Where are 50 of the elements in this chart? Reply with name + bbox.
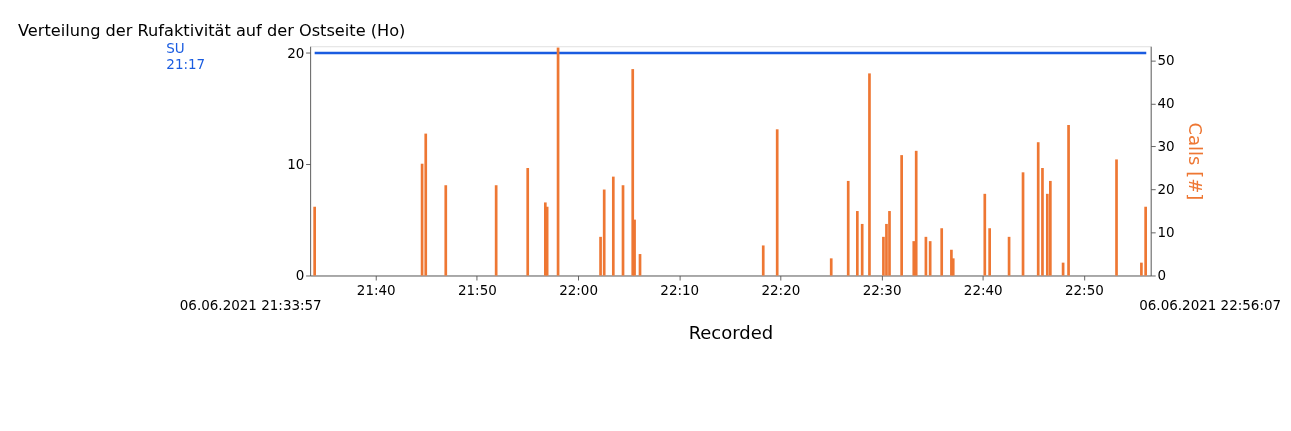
bar (860, 223, 864, 276)
bar (424, 133, 428, 276)
text: 06.06.2021 21:33:57 (179, 296, 322, 313)
bar (829, 258, 833, 276)
bar (1144, 206, 1147, 276)
bar (868, 73, 871, 276)
y-tick-label: 20 (287, 44, 305, 61)
y-tick-label: 10 (287, 156, 305, 173)
x-tick-label: 21:40 (356, 281, 396, 298)
bar (983, 193, 987, 276)
bar (900, 155, 903, 276)
bar (928, 241, 932, 276)
bar (761, 245, 765, 276)
y2-axis-title: Calls [#] (1185, 122, 1207, 201)
bar (775, 129, 779, 276)
y-tick-label: 0 (295, 267, 305, 284)
bar (1115, 159, 1118, 276)
bar (914, 150, 918, 276)
chart-title: Verteilung der Rufaktivität auf der Ostseite (Ho) (17, 20, 406, 40)
bar (526, 168, 530, 276)
y2-tick-label: 40 (1157, 95, 1175, 112)
x-tick-label: 21:50 (457, 281, 497, 298)
bar (602, 189, 606, 276)
bar (1049, 180, 1052, 276)
bar (1067, 125, 1070, 276)
bar (846, 180, 850, 276)
bar (940, 228, 944, 276)
text: SU 21:17 (166, 40, 206, 72)
bar (444, 185, 448, 276)
x-tick-label: 22:50 (1064, 281, 1104, 298)
y2-tick-label: 10 (1157, 224, 1175, 241)
bar (988, 228, 991, 276)
bar (313, 206, 317, 276)
x-axis-title: Recorded (688, 321, 774, 343)
bar (631, 69, 635, 276)
bar (855, 211, 859, 276)
x-tick-label: 22:30 (862, 281, 902, 298)
bar (1036, 142, 1040, 276)
x-tick-label: 22:40 (963, 281, 1003, 298)
bar (888, 211, 891, 276)
y2-tick-label: 50 (1157, 52, 1175, 69)
y2-tick-label: 20 (1157, 181, 1175, 198)
x-tick-label: 22:10 (660, 281, 700, 298)
y2-tick-label: 30 (1157, 138, 1175, 155)
y2-tick-label: 0 (1157, 267, 1167, 284)
text: 06.06.2021 22:56:07 (1139, 296, 1282, 313)
bar (494, 185, 498, 276)
bar (611, 176, 615, 276)
x-tick-label: 22:00 (559, 281, 598, 298)
x-tick-label: 22:20 (761, 281, 801, 298)
